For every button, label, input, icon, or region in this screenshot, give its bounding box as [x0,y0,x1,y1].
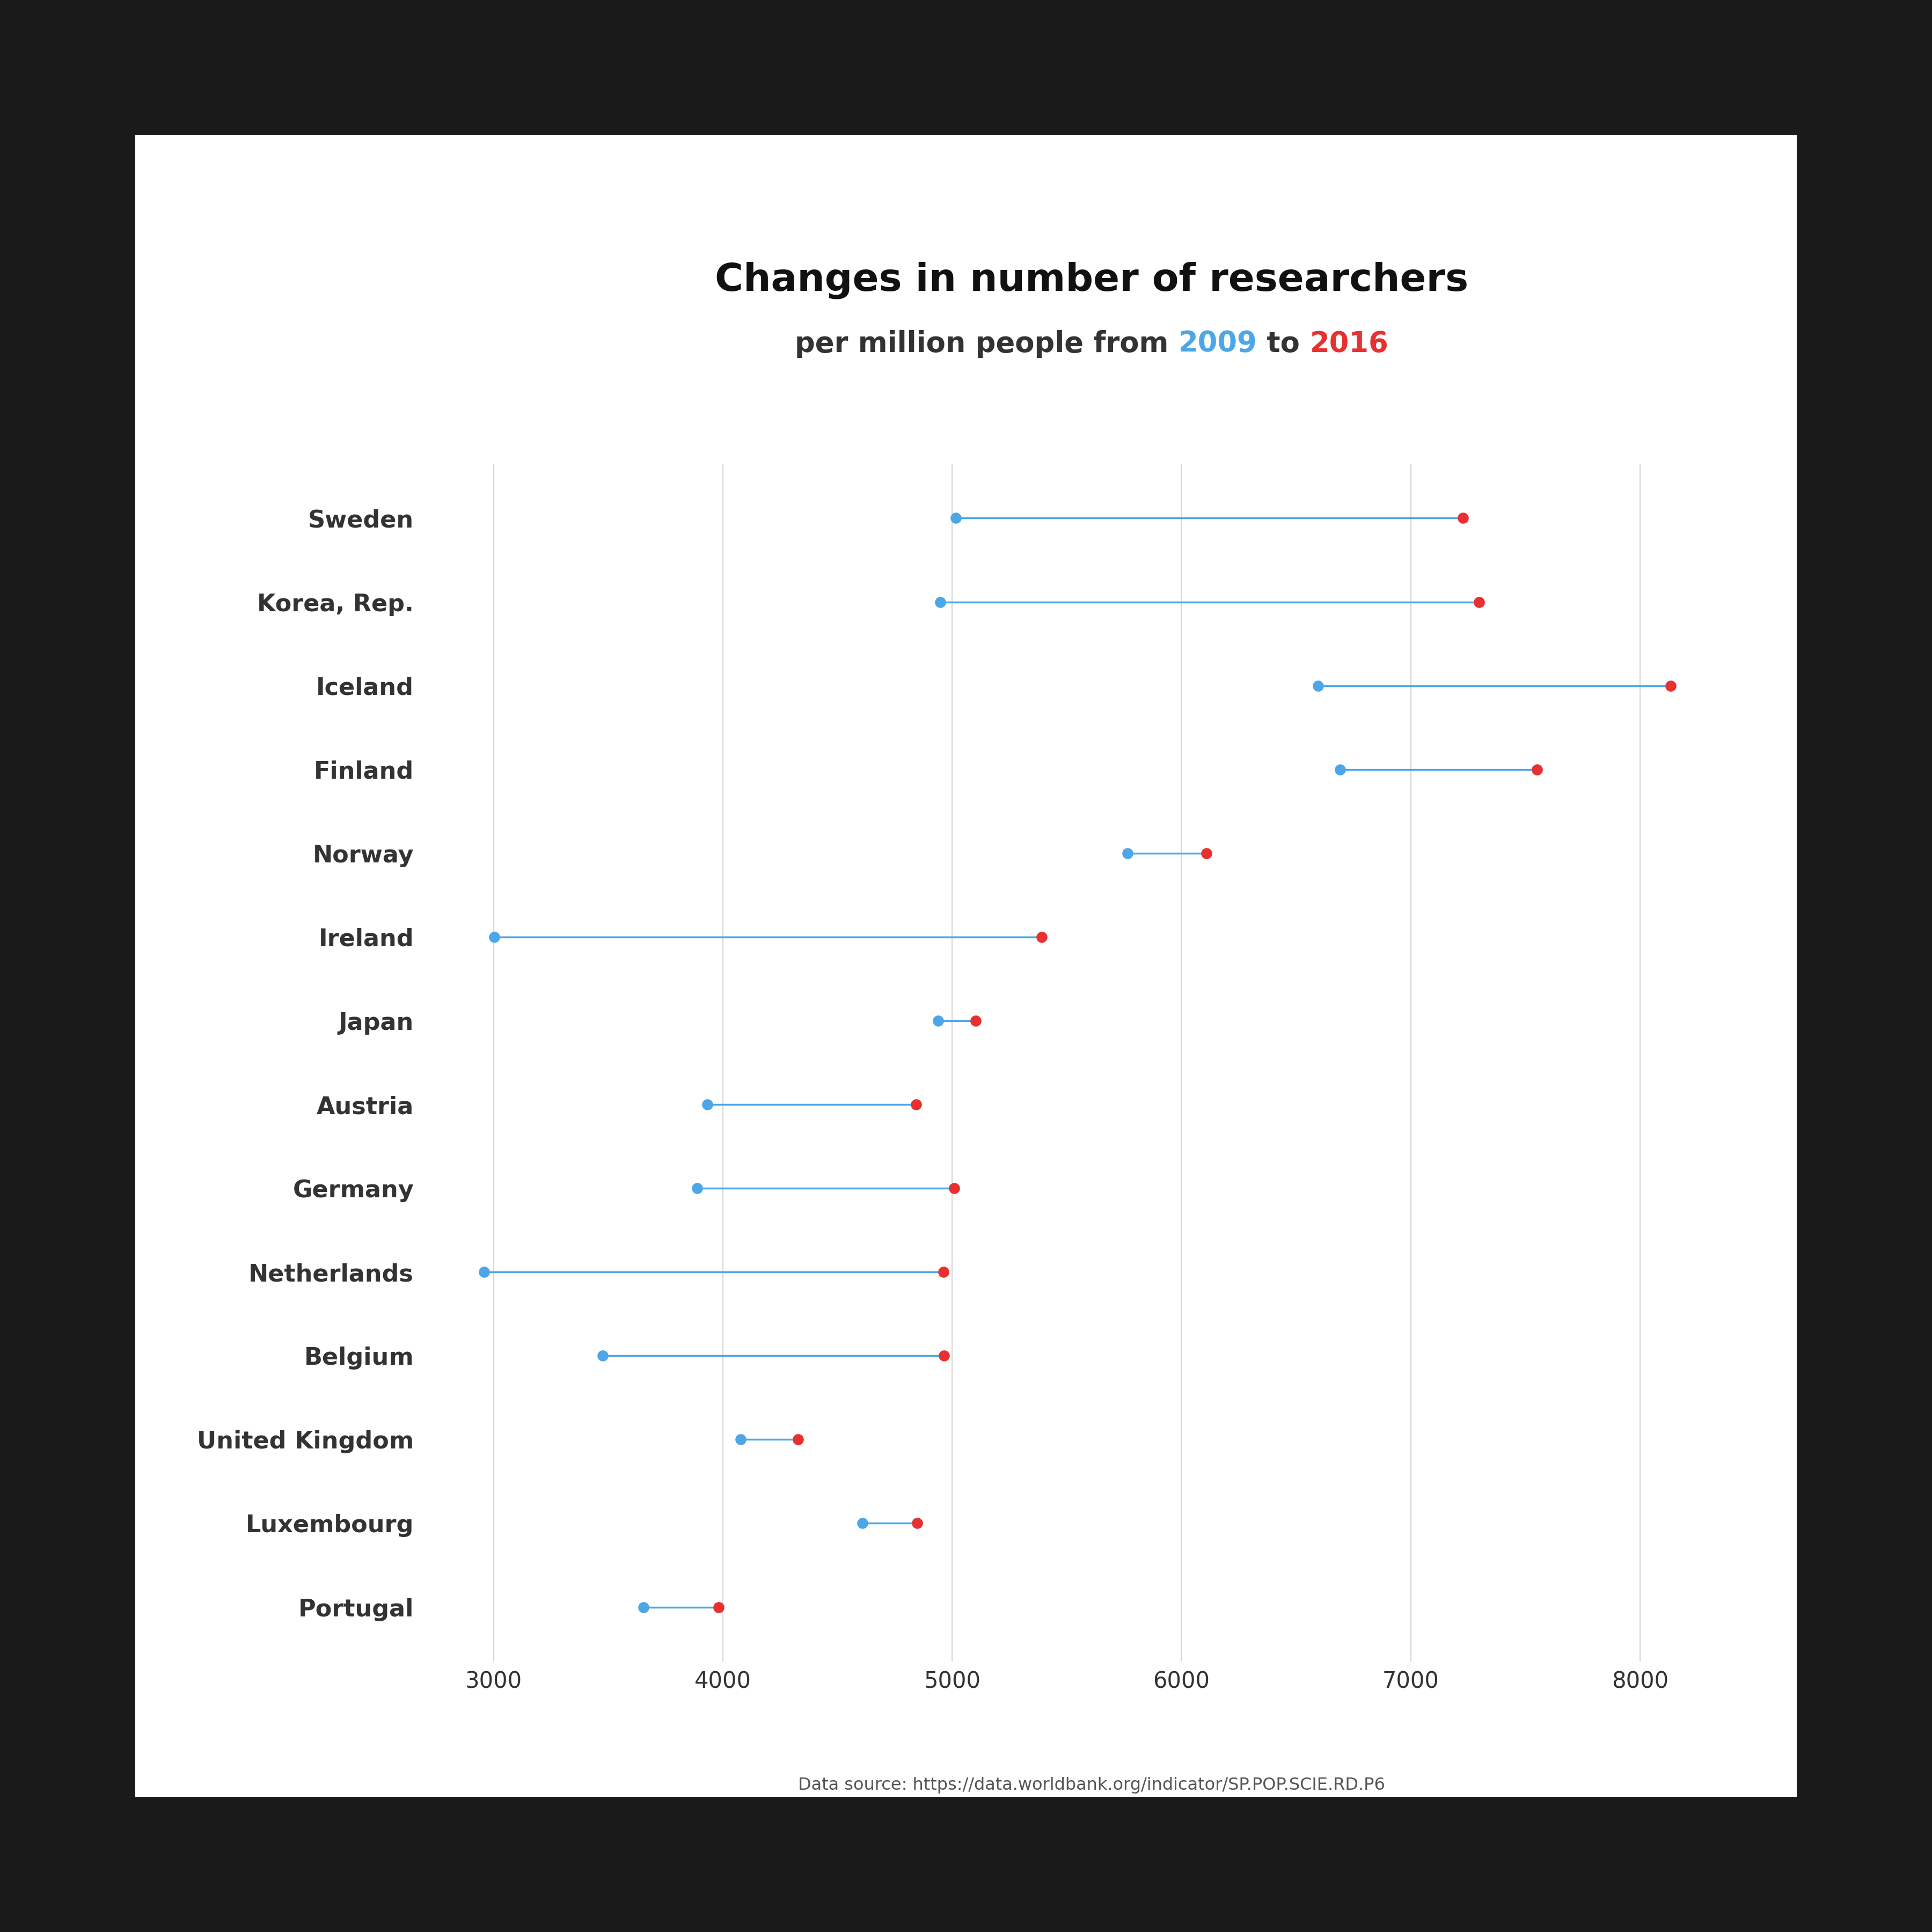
Point [682,1173,713,1204]
Text: to: to [1258,330,1310,357]
Point [782,1424,813,1455]
Point [900,1090,931,1121]
Point [479,922,510,952]
Text: 2009: 2009 [1179,330,1258,357]
Point [1302,670,1333,701]
Point [927,1256,958,1287]
Point [1464,587,1495,618]
Point [846,1507,877,1538]
Point [724,1424,755,1455]
Text: Changes in number of researchers: Changes in number of researchers [715,261,1468,299]
Point [1325,753,1356,784]
Point [939,1173,970,1204]
Point [941,502,972,533]
Point [587,1341,618,1372]
Text: 2016: 2016 [0,330,79,357]
Point [960,1005,991,1036]
Point [628,1592,659,1623]
Text: per million people from: per million people from [0,330,384,357]
Point [1026,922,1057,952]
Text: 2016: 2016 [1310,330,1389,357]
Point [703,1592,734,1623]
Text: to: to [0,330,52,357]
Point [923,1005,954,1036]
Point [692,1090,723,1121]
Point [902,1507,933,1538]
Point [925,587,956,618]
Point [1656,670,1687,701]
Point [1113,838,1144,869]
Text: per million people from: per million people from [794,330,1179,357]
Text: 2009: 2009 [0,330,79,357]
Point [1447,502,1478,533]
Point [927,1341,958,1372]
Point [469,1256,500,1287]
Text: Data source: https://data.worldbank.org/indicator/SP.POP.SCIE.RD.P6: Data source: https://data.worldbank.org/… [798,1777,1385,1793]
Point [1520,753,1551,784]
Point [1190,838,1221,869]
